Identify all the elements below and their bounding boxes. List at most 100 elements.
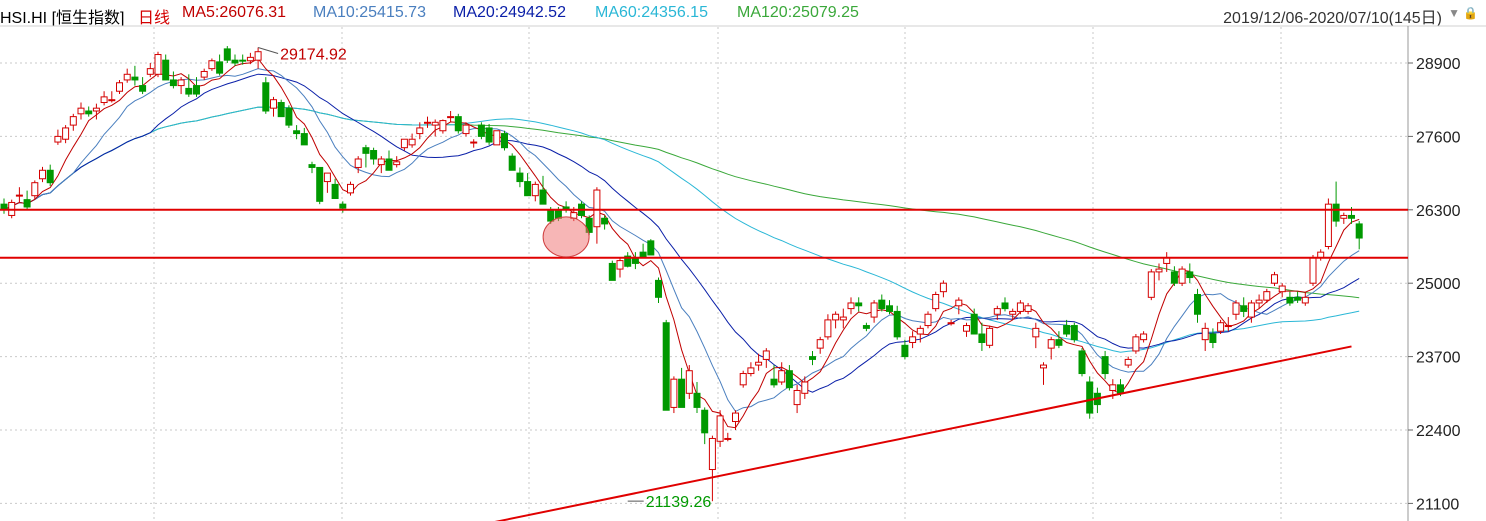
candle	[131, 65, 139, 86]
candle-body	[1247, 302, 1255, 318]
candle	[15, 187, 23, 204]
candle	[431, 119, 439, 137]
candle	[1324, 198, 1332, 250]
candle	[1286, 291, 1294, 306]
candle-body	[293, 130, 301, 135]
candle-body	[701, 409, 709, 434]
candle	[762, 348, 770, 368]
candle	[755, 353, 763, 371]
candle	[1263, 288, 1271, 303]
candle	[939, 280, 947, 298]
candle	[1217, 319, 1225, 335]
candle-body	[1309, 257, 1317, 284]
candle	[208, 58, 216, 71]
candle	[747, 362, 755, 377]
candle-body	[870, 302, 878, 318]
candle-body	[855, 302, 863, 307]
chart-header: HSI.HI [恒生指数] 日线 MA5:26076.31 MA10:25415…	[0, 2, 1486, 27]
candle	[916, 325, 924, 343]
candle	[647, 239, 655, 256]
candle	[254, 47, 262, 69]
candle-body	[416, 127, 424, 135]
candle	[270, 96, 277, 117]
candle-body	[716, 415, 724, 442]
candle	[424, 116, 431, 128]
candle	[963, 322, 970, 337]
date-range-label[interactable]: 2019/12/06-2020/07/10(145日)	[1223, 10, 1442, 27]
candle-body	[1355, 223, 1363, 239]
candle-body	[193, 85, 200, 95]
candle-body	[508, 155, 516, 171]
ma20-line	[3, 73, 1360, 393]
lock-icon[interactable]: 🔒	[1463, 6, 1478, 20]
candle	[608, 260, 616, 281]
candle	[970, 308, 978, 335]
y-tick-label: 27600	[1416, 129, 1461, 146]
candle	[1278, 283, 1286, 298]
candle-body	[1047, 339, 1055, 349]
candle-body	[1086, 381, 1094, 414]
candle-body	[901, 344, 909, 358]
candle	[1247, 300, 1255, 323]
candle-body	[1194, 293, 1201, 315]
y-tick-label: 23700	[1416, 350, 1461, 367]
candle	[839, 308, 847, 329]
candle	[493, 130, 501, 146]
candle-body	[400, 138, 408, 149]
candle	[878, 294, 886, 312]
candle	[1271, 271, 1278, 287]
candle	[932, 291, 940, 312]
candle	[693, 382, 701, 414]
candle	[593, 187, 601, 244]
candle	[809, 350, 816, 366]
candle	[1093, 387, 1101, 414]
candle-body	[670, 378, 678, 408]
candle	[816, 336, 824, 354]
candle	[69, 113, 77, 131]
candle-body	[231, 59, 239, 64]
candle-body	[347, 183, 354, 194]
candle-body	[169, 79, 177, 87]
candle	[385, 150, 393, 171]
candle	[901, 339, 909, 360]
candle	[1255, 294, 1263, 309]
candle	[562, 201, 570, 213]
candle	[824, 314, 832, 340]
candle-body	[924, 313, 932, 327]
candle	[585, 215, 593, 236]
candle-body	[1301, 296, 1309, 304]
candle	[169, 71, 177, 89]
candle-body	[377, 158, 385, 166]
candle-body	[539, 189, 547, 205]
dropdown-arrow-icon[interactable]: ▼	[1448, 6, 1460, 20]
period-label[interactable]: 日线	[138, 10, 171, 27]
candle-body	[531, 183, 539, 197]
candle	[1009, 308, 1017, 320]
candle	[724, 432, 732, 442]
candle-body	[15, 194, 23, 197]
low-label: 21139.26	[646, 494, 712, 511]
candle-body	[724, 437, 732, 440]
candle	[246, 52, 254, 65]
candle	[524, 173, 532, 197]
candle-body	[832, 313, 840, 321]
symbol-label[interactable]: HSI.HI [恒生指数]	[0, 10, 125, 27]
candle	[886, 300, 893, 315]
candle	[1332, 181, 1340, 227]
candle-body	[31, 182, 39, 197]
candle	[670, 376, 678, 414]
candle	[1309, 254, 1317, 287]
candle-body	[809, 356, 816, 360]
candle	[293, 125, 301, 140]
candle-body	[424, 121, 431, 124]
candle-body	[1132, 336, 1140, 352]
candle-body	[785, 370, 793, 389]
candle	[531, 181, 539, 202]
candle	[439, 119, 447, 134]
y-tick-label: 22400	[1416, 423, 1461, 440]
candle-body	[1109, 384, 1117, 391]
candle	[1001, 297, 1009, 312]
high-pointer	[257, 46, 279, 54]
candle	[323, 172, 331, 193]
